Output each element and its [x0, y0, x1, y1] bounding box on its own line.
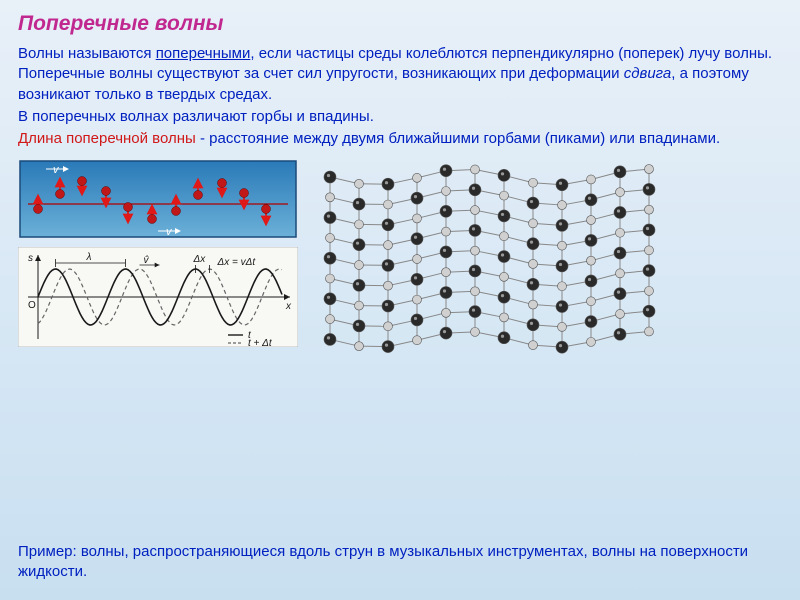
p1-term: поперечными — [156, 45, 251, 62]
svg-text:s: s — [28, 253, 33, 264]
svg-text:x: x — [285, 301, 292, 312]
left-figures: vv sxOλv̂ΔxΔx = vΔttt + Δt — [18, 159, 298, 347]
p3-term: Длина поперечной волны — [18, 130, 196, 147]
svg-text:t + Δt: t + Δt — [248, 338, 273, 347]
figures-row: vv sxOλv̂ΔxΔx = vΔttt + Δt — [18, 159, 782, 359]
wave-plot-figure: sxOλv̂ΔxΔx = vΔttt + Δt — [18, 247, 298, 347]
page-title: Поперечные волны — [18, 12, 782, 36]
particles-figure: vv — [18, 159, 298, 239]
paragraph-3: Длина поперечной волны - расстояние межд… — [18, 129, 782, 149]
p1-text-a: Волны называются — [18, 45, 156, 62]
svg-text:O: O — [28, 300, 36, 311]
footer-example: Пример: волны, распространяющиеся вдоль … — [18, 542, 782, 583]
svg-text:Δx = vΔt: Δx = vΔt — [217, 257, 257, 268]
svg-text:λ: λ — [86, 252, 92, 263]
p1-term-sdvig: сдвига — [624, 65, 672, 82]
paragraph-1: Волны называются поперечными, если части… — [18, 44, 782, 105]
paragraph-2: В поперечных волнах различают горбы и вп… — [18, 107, 782, 127]
lattice-figure — [318, 159, 668, 359]
svg-text:Δx: Δx — [193, 254, 207, 265]
p3-text-b: - расстояние между двумя ближайшими горб… — [196, 130, 720, 147]
